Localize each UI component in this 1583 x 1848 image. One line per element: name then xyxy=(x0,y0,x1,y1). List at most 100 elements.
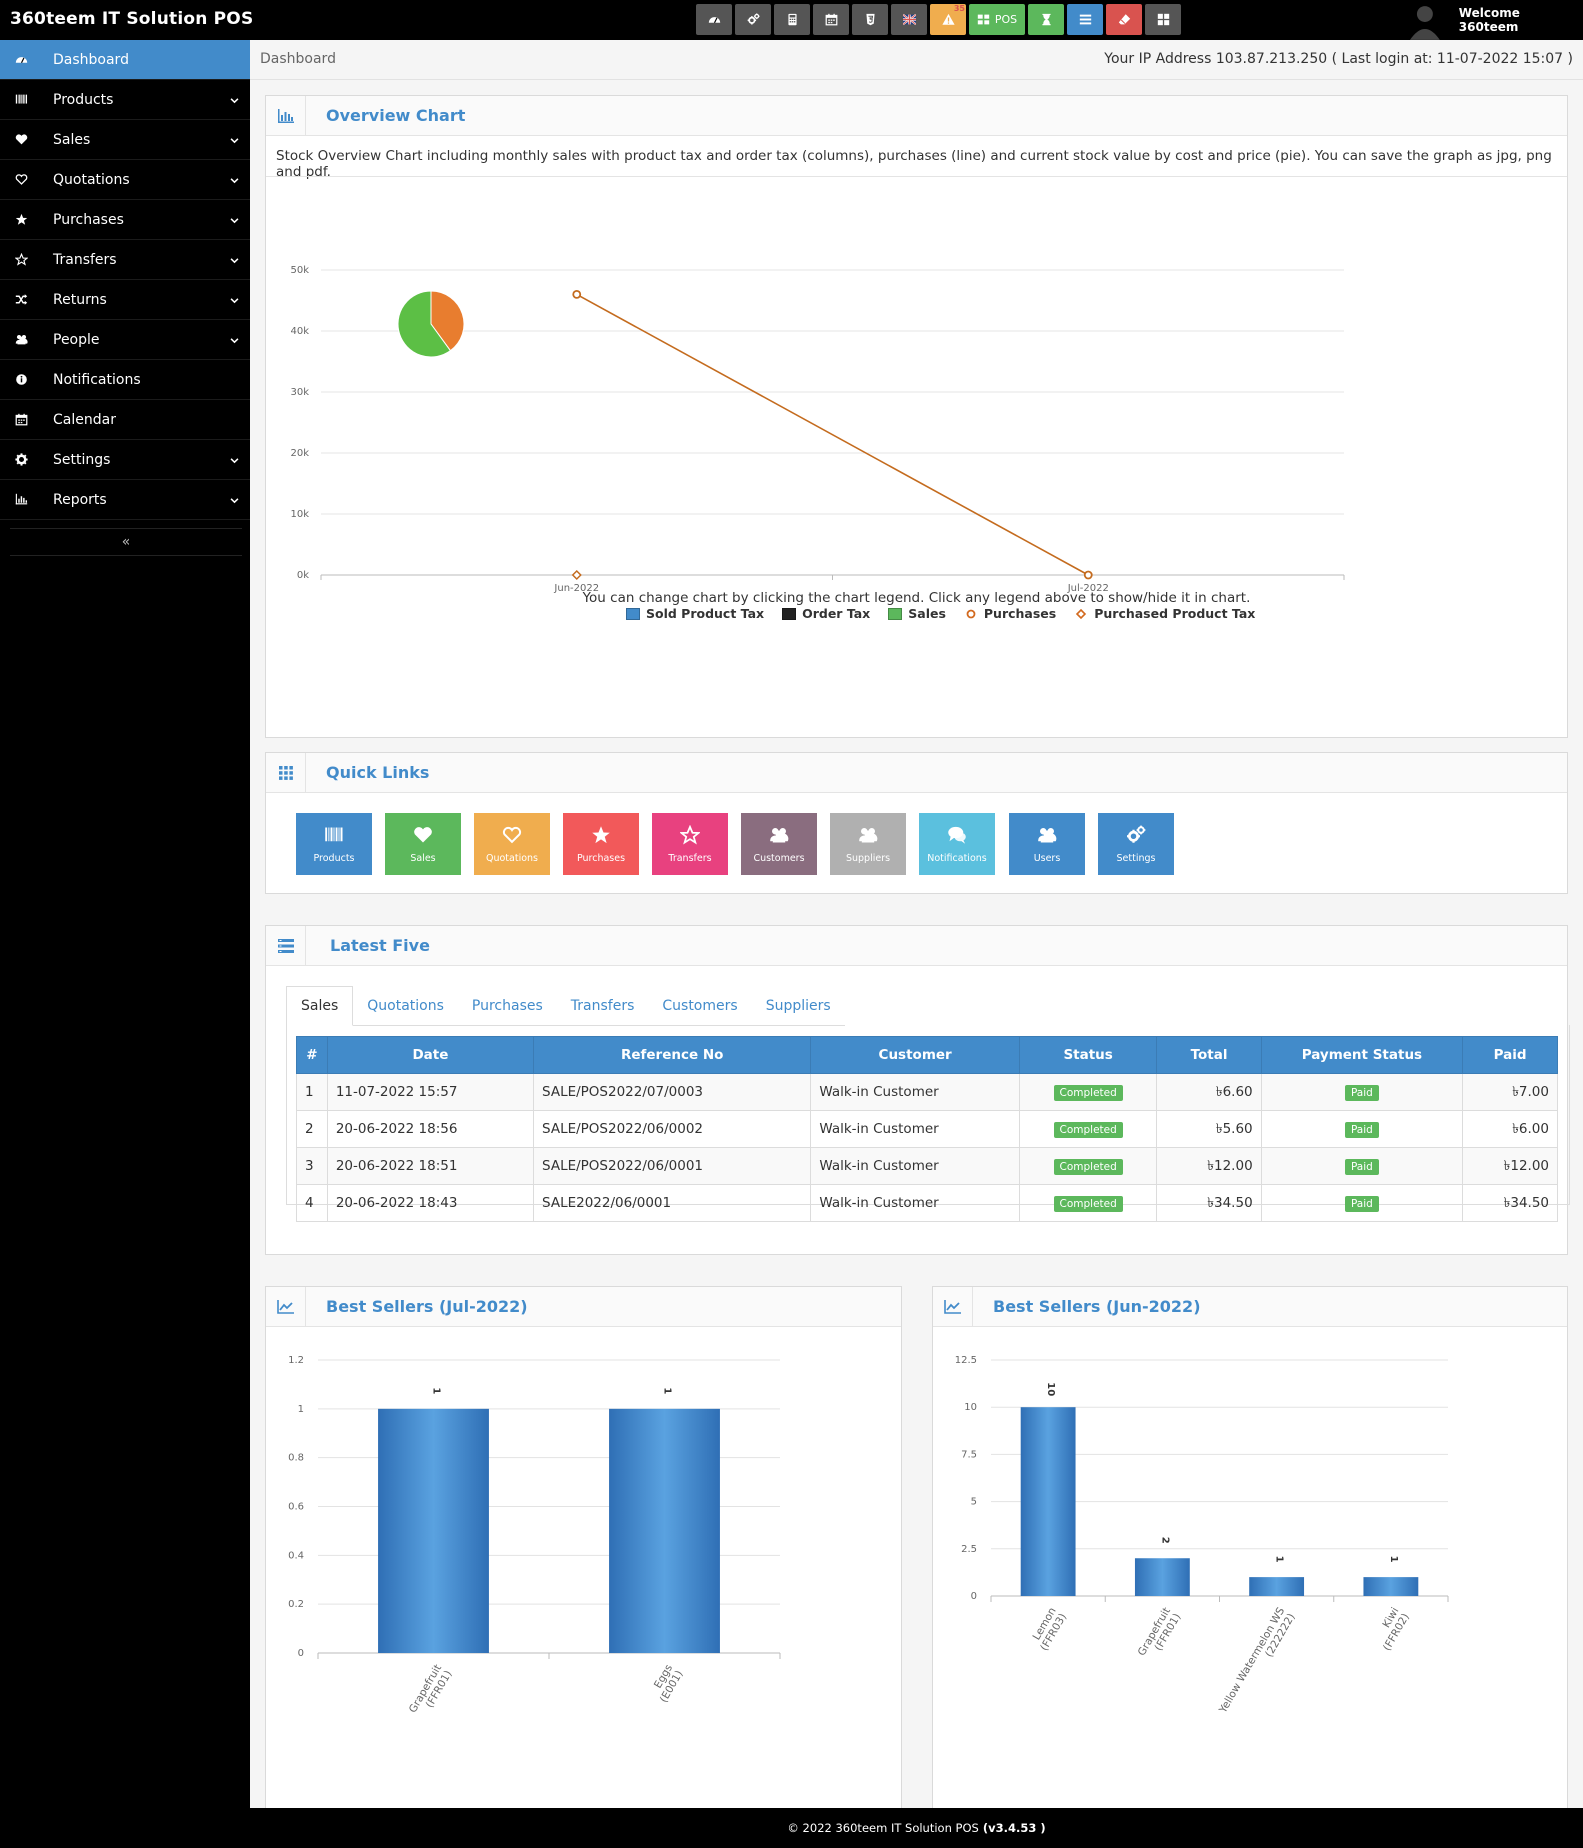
alert-count-badge: 35 xyxy=(953,4,965,13)
column-header[interactable]: Reference No xyxy=(533,1036,812,1074)
tab-quotations[interactable]: Quotations xyxy=(353,986,458,1026)
y-tick-label: 20k xyxy=(290,448,309,459)
quick-links-box: Quick Links Products Sales Quotations Purch… xyxy=(265,752,1568,894)
latest-five-title: Latest Five xyxy=(330,936,430,955)
bar-value-label: 1 xyxy=(431,1387,442,1394)
bar-value-label: 10 xyxy=(1045,1382,1056,1396)
sidebar-item-returns[interactable]: Returns xyxy=(0,280,250,320)
users-icon xyxy=(858,825,878,848)
grid-button[interactable] xyxy=(1145,4,1181,35)
quick-links-title: Quick Links xyxy=(326,763,430,782)
clear-button[interactable] xyxy=(1106,4,1142,35)
overview-chart[interactable]: 0k 10k 20k 30k 40k 50k Jun-2022 Jul-2022 xyxy=(266,196,1567,636)
quick-link-settings[interactable]: Settings xyxy=(1098,813,1174,875)
tab-sales[interactable]: Sales xyxy=(286,986,354,1026)
sidebar-item-reports[interactable]: Reports xyxy=(0,480,250,520)
quick-link-transfers[interactable]: Transfers xyxy=(652,813,728,875)
legend-item[interactable]: Purchased Product Tax xyxy=(1074,606,1255,621)
language-button[interactable] xyxy=(891,4,927,35)
footer-version: (v3.4.53 ) xyxy=(982,1821,1046,1835)
best-sellers-jun-header[interactable]: Best Sellers (Jun-2022) xyxy=(933,1286,1567,1327)
quick-link-notifications[interactable]: Notifications xyxy=(919,813,995,875)
sidebar-item-transfers[interactable]: Transfers xyxy=(0,240,250,280)
legend-item[interactable]: Sold Product Tax xyxy=(626,606,764,621)
breadcrumb-bar: Dashboard Your IP Address 103.87.213.250… xyxy=(250,40,1583,80)
quick-link-sales[interactable]: Sales xyxy=(385,813,461,875)
list-button[interactable] xyxy=(1067,4,1103,35)
legend-label: Purchases xyxy=(983,606,1057,621)
app-brand[interactable]: 360teem IT Solution POS xyxy=(10,9,254,29)
quick-link-quotations[interactable]: Quotations xyxy=(474,813,550,875)
column-header[interactable]: Date xyxy=(326,1036,535,1074)
quick-links-header[interactable]: Quick Links xyxy=(266,752,1567,793)
legend-item[interactable]: Order Tax xyxy=(782,606,870,621)
best-sellers-jul-title: Best Sellers (Jul-2022) xyxy=(326,1297,528,1316)
bar xyxy=(1363,1577,1419,1596)
pos-icon xyxy=(977,13,990,26)
column-header[interactable]: Paid xyxy=(1462,1036,1558,1074)
tab-transfers[interactable]: Transfers xyxy=(556,986,649,1026)
tab-customers[interactable]: Customers xyxy=(648,986,752,1026)
chevron-down-icon xyxy=(229,334,240,350)
quick-link-products[interactable]: Products xyxy=(296,813,372,875)
legend-swatch xyxy=(782,607,797,620)
column-header[interactable]: # xyxy=(296,1036,328,1074)
table-row[interactable]: 4 20-06-2022 18:43 SALE2022/06/0001 Walk-in… xyxy=(296,1184,1558,1222)
calculator-button[interactable] xyxy=(774,4,810,35)
main-content: Dashboard Your IP Address 103.87.213.250… xyxy=(250,40,1583,1848)
settings-button[interactable] xyxy=(735,4,771,35)
register-button[interactable] xyxy=(1028,4,1064,35)
payment-status-badge: Paid xyxy=(1344,1158,1379,1175)
tab-purchases[interactable]: Purchases xyxy=(457,986,557,1026)
best-sellers-jul-header[interactable]: Best Sellers (Jul-2022) xyxy=(266,1286,901,1327)
bar-value-label: 1 xyxy=(1388,1556,1399,1563)
sidebar-item-people[interactable]: People xyxy=(0,320,250,360)
best-sellers-jul-chart[interactable]: 0 0.2 0.4 0.6 0.8 1 1.2 1 Grapefruit(FFR01) 1 Eggs… xyxy=(266,1328,901,1814)
quick-link-suppliers[interactable]: Suppliers xyxy=(830,813,906,875)
calendar-button[interactable] xyxy=(813,4,849,35)
column-header[interactable]: Payment Status xyxy=(1260,1036,1464,1074)
sidebar-item-label: Dashboard xyxy=(53,51,129,68)
y-tick-label: 0.6 xyxy=(288,1502,304,1513)
sidebar-item-quotations[interactable]: Quotations xyxy=(0,160,250,200)
legend-label: Purchased Product Tax xyxy=(1094,606,1256,621)
overview-chart-header[interactable]: Overview Chart xyxy=(266,95,1567,136)
sidebar-item-calendar[interactable]: Calendar xyxy=(0,400,250,440)
status-cell: Completed xyxy=(1018,1147,1158,1185)
bar xyxy=(1134,1558,1190,1596)
dashboard-button[interactable] xyxy=(696,4,732,35)
column-header[interactable]: Customer xyxy=(810,1036,1020,1074)
quick-link-customers[interactable]: Customers xyxy=(741,813,817,875)
sidebar-collapse-button[interactable]: « xyxy=(10,528,242,556)
sidebar-item-products[interactable]: Products xyxy=(0,80,250,120)
sidebar-item-purchases[interactable]: Purchases xyxy=(0,200,250,240)
table-row[interactable]: 2 20-06-2022 18:56 SALE/POS2022/06/0002 Wal… xyxy=(296,1110,1558,1148)
sidebar-item-dashboard[interactable]: Dashboard xyxy=(0,40,250,80)
column-header[interactable]: Status xyxy=(1018,1036,1158,1074)
legend-item[interactable]: Purchases xyxy=(964,606,1056,621)
pos-button[interactable]: POS xyxy=(969,4,1025,35)
quick-link-purchases[interactable]: Purchases xyxy=(563,813,639,875)
user-menu[interactable]: Welcome 360teem xyxy=(1405,0,1583,40)
legend-item[interactable]: Sales xyxy=(888,606,946,621)
column-header[interactable]: Total xyxy=(1156,1036,1262,1074)
chevron-down-icon xyxy=(229,254,240,270)
sidebar-item-notifications[interactable]: Notifications xyxy=(0,360,250,400)
quick-link-users[interactable]: Users xyxy=(1009,813,1085,875)
table-row[interactable]: 3 20-06-2022 18:51 SALE/POS2022/06/0001 Wal… xyxy=(296,1147,1558,1185)
breadcrumb[interactable]: Dashboard xyxy=(260,51,336,67)
alerts-button[interactable]: 35 xyxy=(930,4,966,35)
quick-link-label: Settings xyxy=(1116,852,1156,864)
star-icon xyxy=(11,213,31,226)
latest-five-header[interactable]: Latest Five xyxy=(266,925,1567,966)
stock-value-pie-slice xyxy=(430,290,465,352)
tab-suppliers[interactable]: Suppliers xyxy=(751,986,845,1026)
sidebar-item-sales[interactable]: Sales xyxy=(0,120,250,160)
table-row[interactable]: 1 11-07-2022 15:57 SALE/POS2022/07/0003 Wal… xyxy=(296,1073,1558,1111)
cog-icon xyxy=(11,453,31,466)
html5-button[interactable] xyxy=(852,4,888,35)
welcome-text: Welcome 360teem xyxy=(1458,6,1520,34)
best-sellers-jun-chart[interactable]: 0 2.5 5 7.5 10 12.5 10 Lemon(FFR03) 2 Grapefruit(… xyxy=(933,1328,1567,1814)
sidebar-item-settings[interactable]: Settings xyxy=(0,440,250,480)
eraser-icon xyxy=(1118,13,1131,26)
